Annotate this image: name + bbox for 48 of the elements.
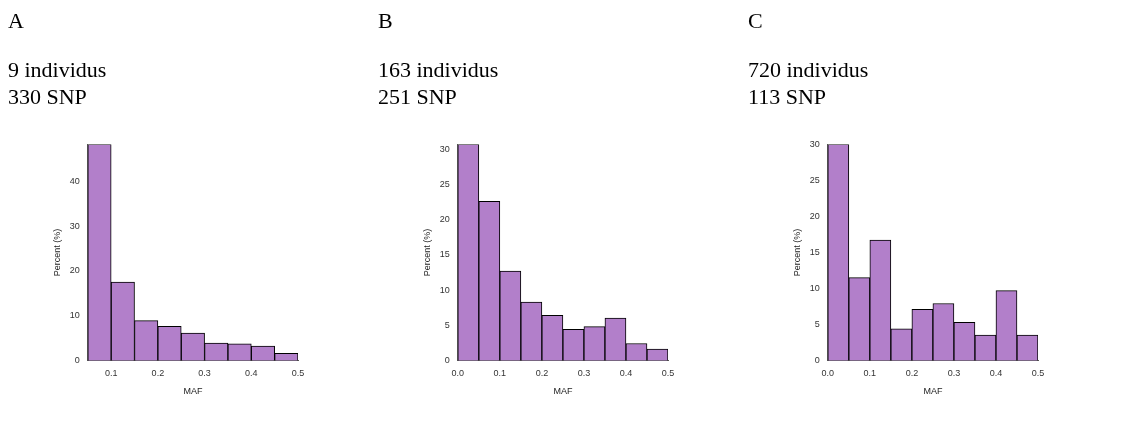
x-tick-label: 0.2: [535, 368, 549, 379]
y-tick-label: 0: [814, 354, 820, 365]
x-tick-label: 0.0: [821, 368, 835, 379]
x-tick-label: 0.1: [104, 368, 118, 379]
y-tick-label: 20: [439, 214, 450, 225]
x-tick-label: 0.4: [989, 368, 1003, 379]
y-axis-title: Percent (%): [51, 228, 62, 277]
y-tick-label: 25: [439, 178, 450, 189]
x-tick-label: 0.1: [863, 368, 877, 379]
x-tick-label: 0.3: [947, 368, 961, 379]
y-tick-label: 30: [809, 138, 820, 149]
y-tick-label: 10: [69, 310, 80, 321]
chart-title: C: [748, 8, 764, 35]
y-tick-label: 0: [444, 354, 450, 365]
y-tick-label: 0: [74, 354, 80, 365]
y-tick-label: 20: [809, 210, 820, 221]
x-tick-label: 0.4: [245, 368, 258, 379]
y-tick-label: 10: [439, 284, 450, 295]
chart-title: B: [378, 8, 394, 35]
y-axis-title: Percent (%): [421, 228, 432, 277]
x-tick-label: 0.1: [493, 368, 507, 379]
y-tick-label: 30: [439, 143, 450, 154]
x-axis-title: MAF: [923, 386, 943, 397]
y-tick-label: 15: [439, 249, 450, 260]
x-tick-label: 0.5: [661, 368, 675, 379]
x-tick-label: 0.0: [451, 368, 465, 379]
x-tick-label: 0.4: [619, 368, 633, 379]
chart-subtitle: 9 individus 330 SNP: [8, 56, 108, 111]
y-tick-label: 25: [809, 174, 820, 185]
chart-subtitle: 163 individus 251 SNP: [378, 56, 500, 111]
x-tick-label: 0.5: [1031, 368, 1045, 379]
y-tick-label: 10: [809, 282, 820, 293]
x-axis-title: MAF: [183, 386, 203, 397]
y-tick-label: 20: [69, 265, 80, 276]
x-tick-label: 0.2: [151, 368, 165, 379]
x-tick-label: 0.2: [905, 368, 919, 379]
y-tick-label: 5: [444, 319, 450, 330]
y-tick-label: 30: [69, 220, 80, 231]
y-axis-title: Percent (%): [791, 228, 802, 277]
y-tick-label: 40: [69, 176, 80, 186]
y-tick-label: 5: [814, 318, 820, 329]
chart-subtitle: 720 individus 113 SNP: [748, 56, 870, 111]
chart-title: A: [8, 8, 25, 35]
x-tick-label: 0.3: [198, 368, 211, 379]
x-tick-label: 0.5: [291, 368, 305, 379]
x-axis-title: MAF: [553, 386, 573, 397]
y-tick-label: 15: [809, 246, 820, 257]
x-tick-label: 0.3: [577, 368, 591, 379]
